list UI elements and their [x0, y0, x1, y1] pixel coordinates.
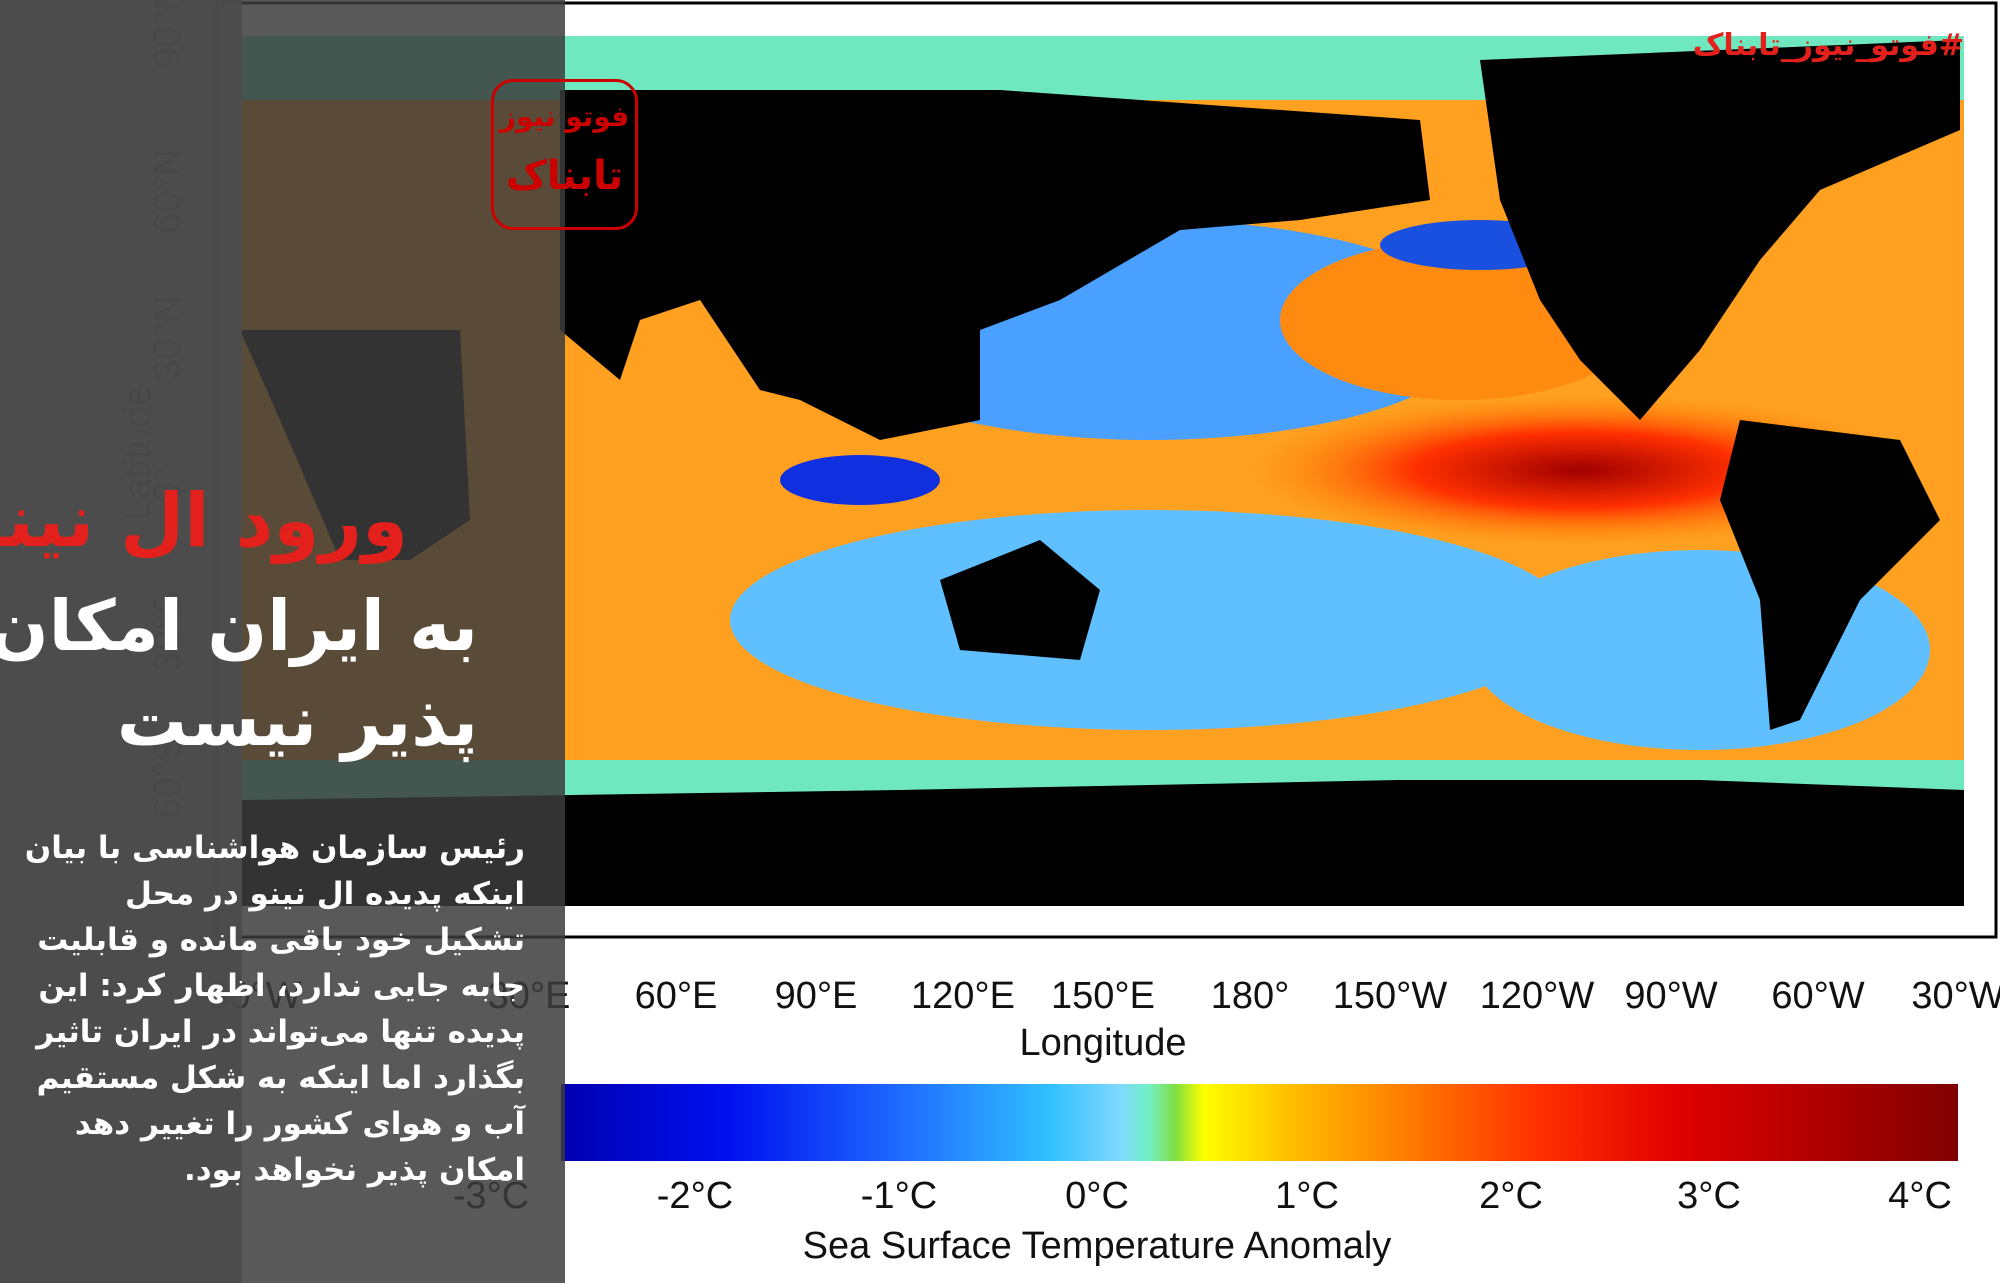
lon-tick-label: 180° [1211, 975, 1290, 1017]
lon-tick-label: 60°E [635, 975, 718, 1017]
headline-highlight: ورود ال نینو [0, 478, 408, 564]
lon-tick-label: 150°E [1051, 975, 1155, 1017]
colorbar-tick-label: 3°C [1677, 1175, 1741, 1217]
colorbar-tick-label: 2°C [1479, 1175, 1543, 1217]
lon-tick-label: 90°W [1624, 975, 1717, 1017]
colorbar [561, 1084, 1958, 1161]
lon-tick-label: 120°E [911, 975, 1015, 1017]
logo-top: فوتو نیوز [499, 100, 630, 133]
logo: فوتو نیوز تابناک [491, 79, 638, 230]
lon-tick-label: 150°W [1333, 975, 1448, 1017]
colorbar-title: Sea Surface Temperature Anomaly [803, 1225, 1392, 1267]
lon-tick-label: 60°W [1771, 975, 1864, 1017]
lon-tick-label: 90°E [775, 975, 858, 1017]
colorbar-tick-label: 4°C [1888, 1175, 1952, 1217]
headline-line: پذیر نیست [116, 680, 478, 762]
colorbar-tick-label: -2°C [657, 1175, 733, 1217]
lon-tick-label: 30°W [1911, 975, 2000, 1017]
x-axis-title: Longitude [1020, 1022, 1187, 1064]
lon-tick-label: 120°W [1480, 975, 1595, 1017]
body-text: رئیس سازمان هواشناسی با بیان اینکه پدیده… [24, 830, 525, 1188]
hashtag: #فوتو_نیوز_تابناک [1692, 28, 1964, 63]
colorbar-tick-label: -1°C [861, 1175, 937, 1217]
overlay-edge [0, 0, 242, 1283]
colorbar-tick-label: 1°C [1275, 1175, 1339, 1217]
colorbar-tick-label: 0°C [1065, 1175, 1129, 1217]
logo-bottom: تابناک [505, 153, 624, 199]
headline-line: به ایران امکان [0, 585, 478, 667]
